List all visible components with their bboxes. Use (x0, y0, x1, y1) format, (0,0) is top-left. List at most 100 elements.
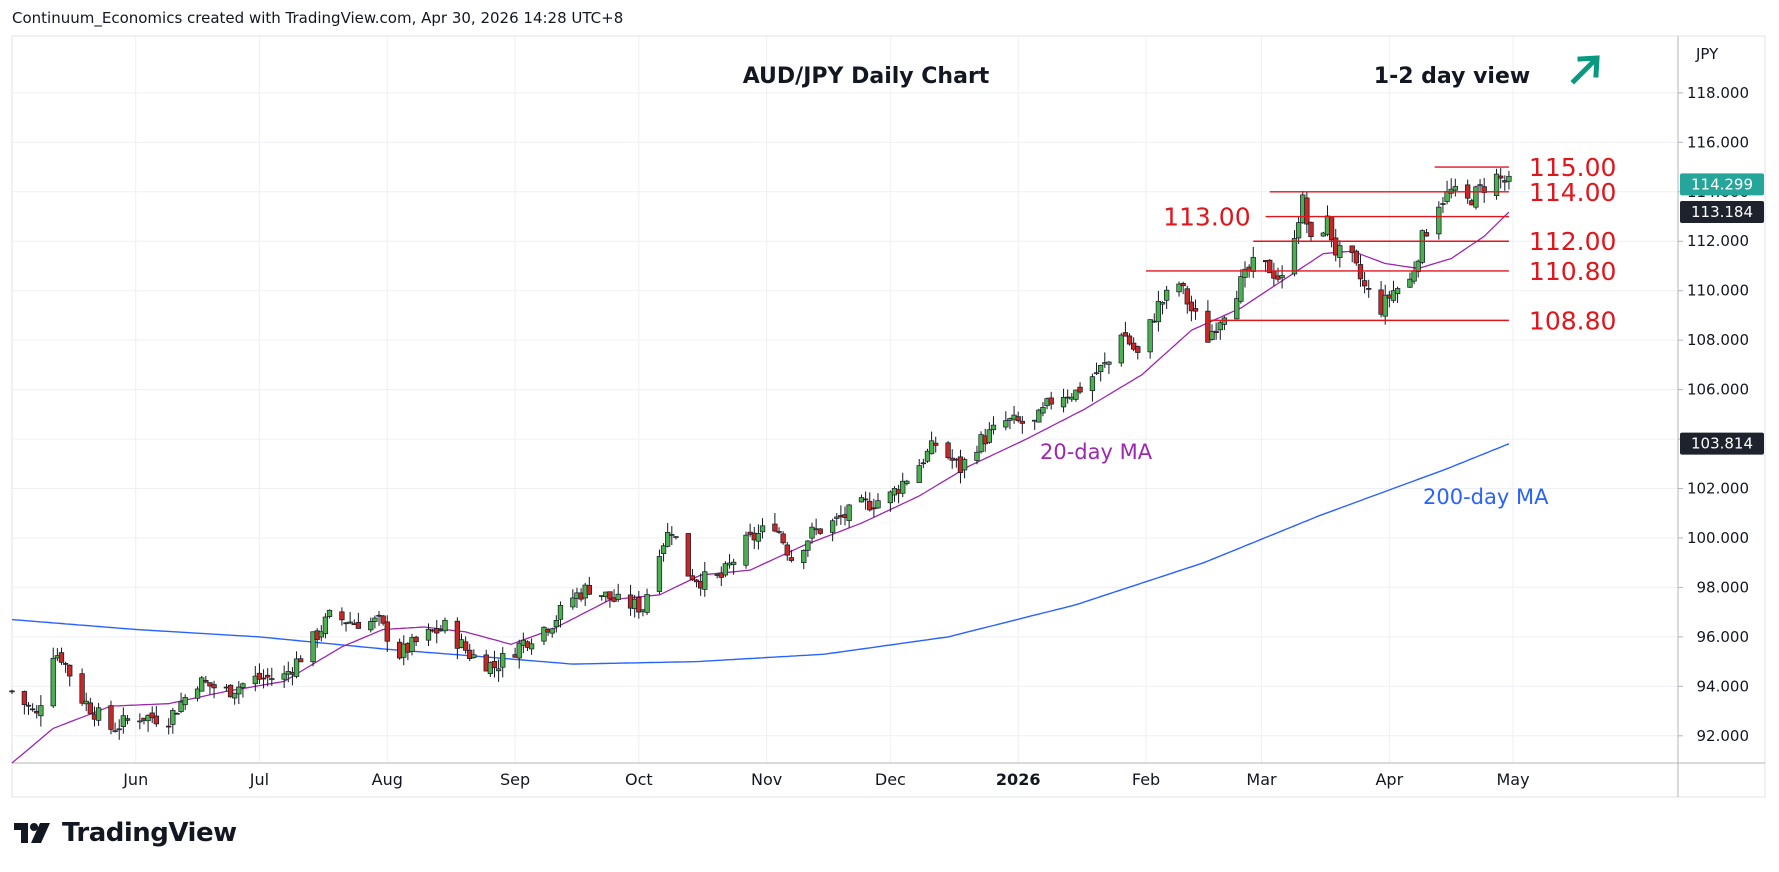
candle-up (199, 675, 205, 692)
candle-up (194, 686, 201, 702)
tradingview-logo[interactable]: TradingView (14, 818, 237, 848)
candle-up (1407, 272, 1413, 289)
candle-body (1073, 389, 1079, 400)
candle-down (21, 690, 28, 715)
candle-body (755, 533, 762, 542)
candle-body (1473, 186, 1479, 208)
candle-up (1164, 285, 1170, 310)
candle-up (541, 626, 547, 646)
candle-up (1419, 229, 1425, 265)
candle-body (95, 707, 102, 721)
candle-up (112, 722, 118, 733)
candle-body (1089, 376, 1096, 392)
candle-down (1077, 382, 1083, 395)
candle-body (1349, 245, 1355, 254)
candle-body (665, 532, 671, 547)
candle-body (1436, 206, 1442, 235)
time-axis[interactable]: Jun Jul Aug Sep Oct Nov Dec 2026 Feb Mar Apr May (122, 770, 1529, 789)
candle-down (25, 702, 32, 715)
candle-up (1106, 360, 1112, 375)
candle-body (1164, 289, 1170, 301)
candle-down (153, 706, 159, 727)
candle-body (116, 728, 122, 731)
candle-up (1089, 373, 1096, 402)
price-tag-label: 103.814 (1691, 435, 1753, 453)
candle-body (1122, 332, 1129, 337)
price-tick-label: 98.000 (1697, 578, 1750, 596)
candle-down (434, 620, 440, 644)
candle-body (528, 643, 535, 650)
candle-up (1060, 388, 1067, 413)
candle-body (607, 591, 613, 600)
candle-body (1477, 184, 1483, 187)
price-tag-ma200: 103.814 (1680, 432, 1764, 455)
candle-body (462, 641, 469, 651)
candle-down (384, 615, 390, 652)
candle-body (549, 628, 555, 634)
candle-up (722, 561, 729, 577)
candle-body (788, 557, 795, 561)
candle-up (875, 493, 881, 510)
grid (12, 36, 1678, 763)
candle-body (834, 516, 840, 519)
candle-body (722, 563, 729, 576)
candle-up (887, 490, 894, 512)
candle-body (318, 631, 324, 638)
candle-body (199, 677, 205, 692)
candle-up (1390, 280, 1397, 304)
candle-down (689, 568, 696, 582)
candle-body (743, 534, 749, 566)
candle-body (1304, 197, 1310, 225)
time-tick-label: Sep (500, 770, 530, 789)
candles (9, 168, 1512, 740)
candle-body (776, 531, 782, 533)
candle-down (343, 622, 349, 632)
candle-body (1328, 217, 1335, 241)
candle-up (660, 543, 667, 562)
candle-up (904, 479, 910, 486)
candle-up (974, 445, 980, 465)
candle-down (203, 675, 209, 684)
candle-down (62, 661, 69, 673)
candle-body (553, 620, 559, 628)
candle-up (644, 588, 650, 616)
candle-body (227, 684, 234, 698)
candle-body (1407, 278, 1413, 288)
candle-body (656, 556, 663, 592)
time-tick-label: Feb (1132, 770, 1160, 789)
candle-body (500, 653, 506, 668)
candle-body (380, 615, 386, 624)
candle-body (203, 679, 209, 683)
candle-body (1279, 275, 1285, 279)
candle-body (928, 440, 935, 455)
price-tick-label: 106.000 (1687, 381, 1749, 399)
candle-down (862, 491, 869, 510)
candle-up (615, 583, 621, 603)
price-tick-label: 96.000 (1697, 628, 1750, 646)
candle-body (293, 658, 300, 677)
candle-body (1411, 270, 1417, 282)
candle-body (961, 459, 968, 471)
candle-body (409, 637, 415, 652)
chart-border (11, 35, 1766, 798)
candle-body (252, 675, 258, 685)
candle-body (673, 536, 679, 538)
candle-down (380, 614, 386, 626)
candle-body (693, 579, 700, 583)
candle-up (846, 503, 852, 528)
candle-up (1291, 230, 1298, 277)
candle-body (454, 620, 461, 649)
candle-up (928, 431, 935, 455)
candle-up (1147, 319, 1153, 359)
candle-up (1040, 402, 1046, 417)
candle-body (809, 526, 815, 539)
candle-down (58, 647, 65, 665)
candle-body (137, 720, 143, 723)
candle-body (801, 550, 807, 563)
candle-up (805, 540, 811, 558)
candle-body (871, 507, 877, 510)
candle-body (471, 654, 477, 659)
candle-body (1106, 361, 1112, 365)
time-tick-label: Jun (122, 770, 148, 789)
